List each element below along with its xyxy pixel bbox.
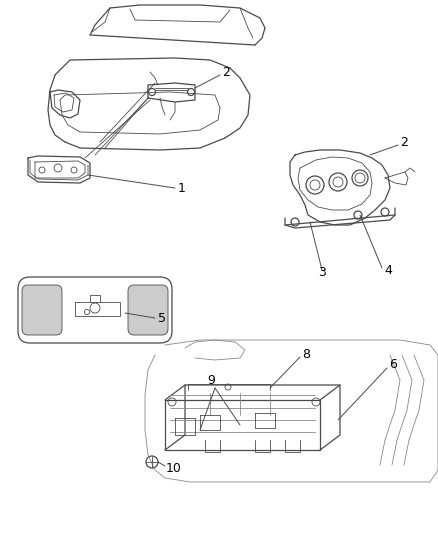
- Text: 10: 10: [166, 462, 182, 474]
- Text: 2: 2: [400, 136, 408, 149]
- FancyBboxPatch shape: [22, 285, 62, 335]
- FancyBboxPatch shape: [128, 285, 168, 335]
- Text: 8: 8: [302, 348, 310, 360]
- Text: 9: 9: [207, 374, 215, 386]
- Text: 4: 4: [384, 263, 392, 277]
- Text: 3: 3: [318, 266, 326, 279]
- Text: 6: 6: [389, 359, 397, 372]
- Text: 2: 2: [222, 67, 230, 79]
- Text: 1: 1: [178, 182, 186, 195]
- Text: 5: 5: [158, 311, 166, 325]
